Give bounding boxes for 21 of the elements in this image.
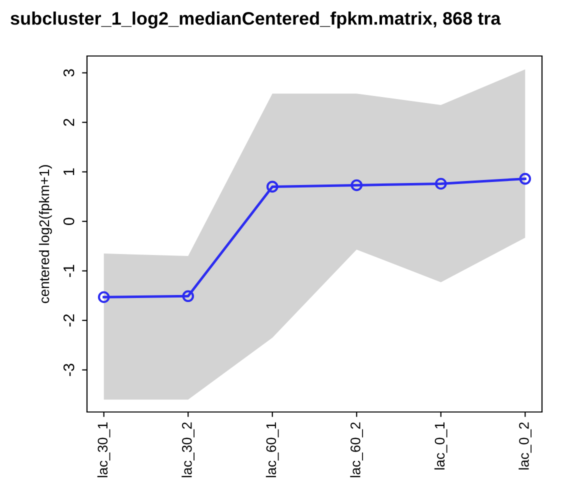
y-tick-label: -1: [64, 264, 74, 277]
chart-title: subcluster_1_log2_medianCentered_fpkm.matrix, 868 tra: [10, 12, 501, 28]
x-tick-label: lac_0_2: [518, 422, 532, 470]
y-tick-label: -2: [63, 314, 74, 327]
x-tick-label: lac_0_1: [434, 422, 448, 470]
point: [519, 172, 532, 185]
y-axis-title: centered log2(fpkm+1): [38, 165, 52, 304]
y-tick-label: 1: [64, 168, 74, 175]
x-tick-label: lac_60_2: [350, 422, 363, 478]
point: [434, 178, 447, 190]
x-tick-label: lac_60_1: [266, 422, 279, 478]
y-tick-label: -3: [63, 364, 74, 376]
x-tick-label: lac_30_1: [97, 422, 110, 478]
point: [98, 291, 110, 304]
point: [182, 290, 194, 302]
x-tick-label: lac_30_2: [182, 422, 194, 478]
y-tick-label: 2: [63, 118, 74, 126]
y-tick-label: 3: [63, 69, 74, 76]
point: [266, 180, 278, 193]
point: [350, 179, 363, 192]
y-tick-label: 0: [63, 218, 74, 226]
